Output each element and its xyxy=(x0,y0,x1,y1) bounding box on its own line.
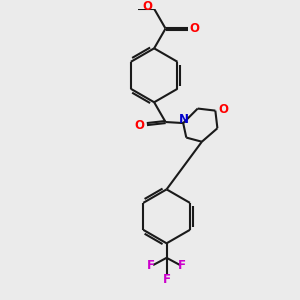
Text: O: O xyxy=(135,118,145,132)
Text: F: F xyxy=(178,259,186,272)
Text: O: O xyxy=(189,22,200,35)
Text: O: O xyxy=(218,103,228,116)
Text: N: N xyxy=(179,113,189,126)
Text: O: O xyxy=(142,0,152,13)
Text: F: F xyxy=(163,273,171,286)
Text: F: F xyxy=(147,259,155,272)
